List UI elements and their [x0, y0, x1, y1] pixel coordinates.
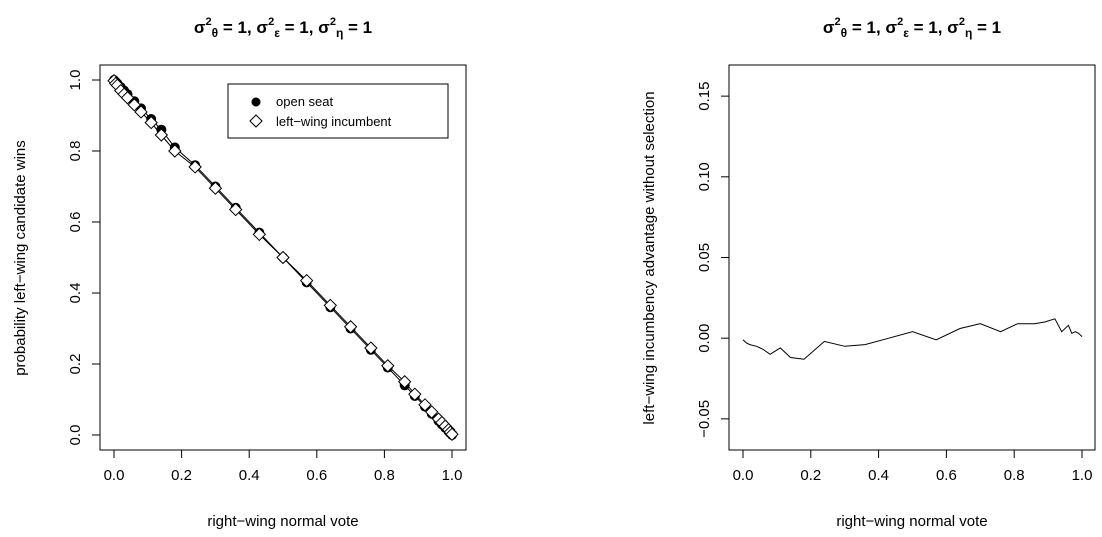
x-tick-label: 0.0: [733, 467, 754, 484]
point-left-wing-incumbent: [276, 250, 290, 265]
legend-marker-left-wing-incumbent: [249, 114, 263, 128]
y-tick-label: 0.6: [67, 212, 84, 233]
point-left-wing-incumbent: [120, 91, 135, 105]
title-rest-0: = 1,: [218, 18, 256, 37]
point-left-wing-incumbent: [323, 298, 338, 313]
point-left-wing-incumbent: [134, 105, 148, 119]
x-tick-label: 0.2: [800, 467, 821, 484]
point-left-wing-incumbent: [127, 98, 141, 112]
title-sup-2: 2: [330, 16, 336, 28]
x-tick-label: 0.2: [171, 467, 192, 484]
title-rest-0: = 1,: [847, 18, 885, 37]
title-sup-0: 2: [835, 16, 841, 28]
title-rest-2: = 1: [343, 18, 372, 37]
y-tick-label: 0.10: [696, 162, 713, 191]
title-sub-2: η: [336, 26, 343, 40]
point-left-wing-incumbent: [228, 202, 243, 217]
y-tick-label: 0.8: [67, 141, 84, 162]
title-sigma-2: σ: [318, 18, 330, 37]
y-axis-label-right: left−wing incumbency advantage without s…: [641, 91, 658, 424]
title-sub-0: θ: [212, 26, 219, 40]
title-rest-1: = 1,: [909, 18, 947, 37]
point-left-wing-incumbent: [168, 144, 182, 158]
title-sup-1: 2: [268, 16, 274, 28]
point-left-wing-incumbent: [418, 398, 432, 412]
x-tick-label: 0.6: [936, 467, 957, 484]
y-tick-label: −0.05: [696, 400, 713, 438]
point-left-wing-incumbent: [425, 405, 439, 419]
legend-marker-open-seat: [251, 97, 261, 107]
x-tick-label: 0.8: [1004, 467, 1025, 484]
y-axis-label-left: probability left−wing candidate wins: [12, 140, 29, 376]
panel-left-win-probability: σ2θ = 1, σ2ε = 1, σ2η = 1 0.0 0.2 0.4 0.6 0.…: [12, 16, 467, 530]
x-tick-label: 0.8: [374, 467, 395, 484]
title-sigma-1: σ: [885, 18, 897, 37]
point-left-wing-incumbent: [299, 273, 314, 288]
point-left-wing-incumbent: [408, 387, 422, 401]
point-left-wing-incumbent: [144, 115, 158, 130]
title-sub-1: ε: [274, 26, 280, 40]
y-tick-label: 0.00: [696, 324, 713, 353]
legend-label-open-seat: open seat: [276, 94, 333, 109]
series-line-0: [742, 318, 1083, 360]
y-axis-ticks-left: 0.0 0.2 0.4 0.6 0.8 1.0: [67, 70, 101, 446]
point-left-wing-incumbent: [445, 427, 459, 441]
legend-box: [227, 83, 449, 139]
plot-area-right: [742, 318, 1083, 360]
title-sigma-1: σ: [256, 18, 268, 37]
plot-frame-right: [728, 64, 1096, 451]
y-axis-ticks-right: −0.05 0.00 0.05 0.10 0.15: [696, 82, 730, 438]
title-rest-1: = 1,: [280, 18, 318, 37]
legend: open seat left−wing incumbent: [227, 83, 449, 139]
x-tick-label: 1.0: [442, 467, 463, 484]
title-sub-0: θ: [841, 26, 848, 40]
chart-title-left: σ2θ = 1, σ2ε = 1, σ2η = 1: [194, 16, 372, 40]
y-tick-label: 0.2: [67, 354, 84, 375]
x-tick-label: 1.0: [1072, 467, 1093, 484]
panel-right-incumbency-advantage: σ2θ = 1, σ2ε = 1, σ2η = 1 0.0 0.2 0.4 0.6 0.…: [641, 16, 1096, 530]
point-left-wing-incumbent: [252, 227, 267, 242]
point-left-wing-incumbent: [381, 359, 395, 373]
title-sup-1: 2: [897, 16, 903, 28]
chart-title-right: σ2θ = 1, σ2ε = 1, σ2η = 1: [823, 16, 1001, 40]
x-tick-label: 0.4: [239, 467, 260, 484]
title-sub-1: ε: [903, 26, 909, 40]
title-sub-2: η: [965, 26, 972, 40]
point-left-wing-incumbent: [208, 181, 223, 195]
title-sigma-0: σ: [194, 18, 206, 37]
point-left-wing-incumbent: [343, 320, 358, 334]
point-left-wing-incumbent: [188, 160, 202, 174]
title-sup-0: 2: [206, 16, 212, 28]
y-tick-label: 1.0: [67, 70, 84, 91]
y-tick-label: 0.4: [67, 283, 84, 304]
x-axis-label-right: right−wing normal vote: [836, 513, 987, 530]
point-left-wing-incumbent: [397, 375, 412, 389]
x-axis-label-left: right−wing normal vote: [207, 513, 358, 530]
legend-label-left-wing-incumbent: left−wing incumbent: [276, 114, 392, 129]
plot-area-left: [107, 74, 459, 441]
y-tick-label: 0.05: [696, 243, 713, 272]
title-sigma-0: σ: [823, 18, 835, 37]
y-tick-label: 0.15: [696, 82, 713, 111]
point-left-wing-incumbent: [154, 128, 169, 142]
x-axis-ticks-right: 0.0 0.2 0.4 0.6 0.8 1.0: [733, 449, 1093, 484]
title-sigma-2: σ: [947, 18, 959, 37]
title-sup-2: 2: [959, 16, 965, 28]
title-rest-2: = 1: [972, 18, 1001, 37]
x-tick-label: 0.4: [868, 467, 889, 484]
x-tick-label: 0.6: [306, 467, 327, 484]
x-axis-ticks-left: 0.0 0.2 0.4 0.6 0.8 1.0: [104, 449, 463, 484]
y-tick-label: 0.0: [67, 425, 84, 446]
point-left-wing-incumbent: [364, 341, 378, 355]
x-tick-label: 0.0: [104, 467, 125, 484]
